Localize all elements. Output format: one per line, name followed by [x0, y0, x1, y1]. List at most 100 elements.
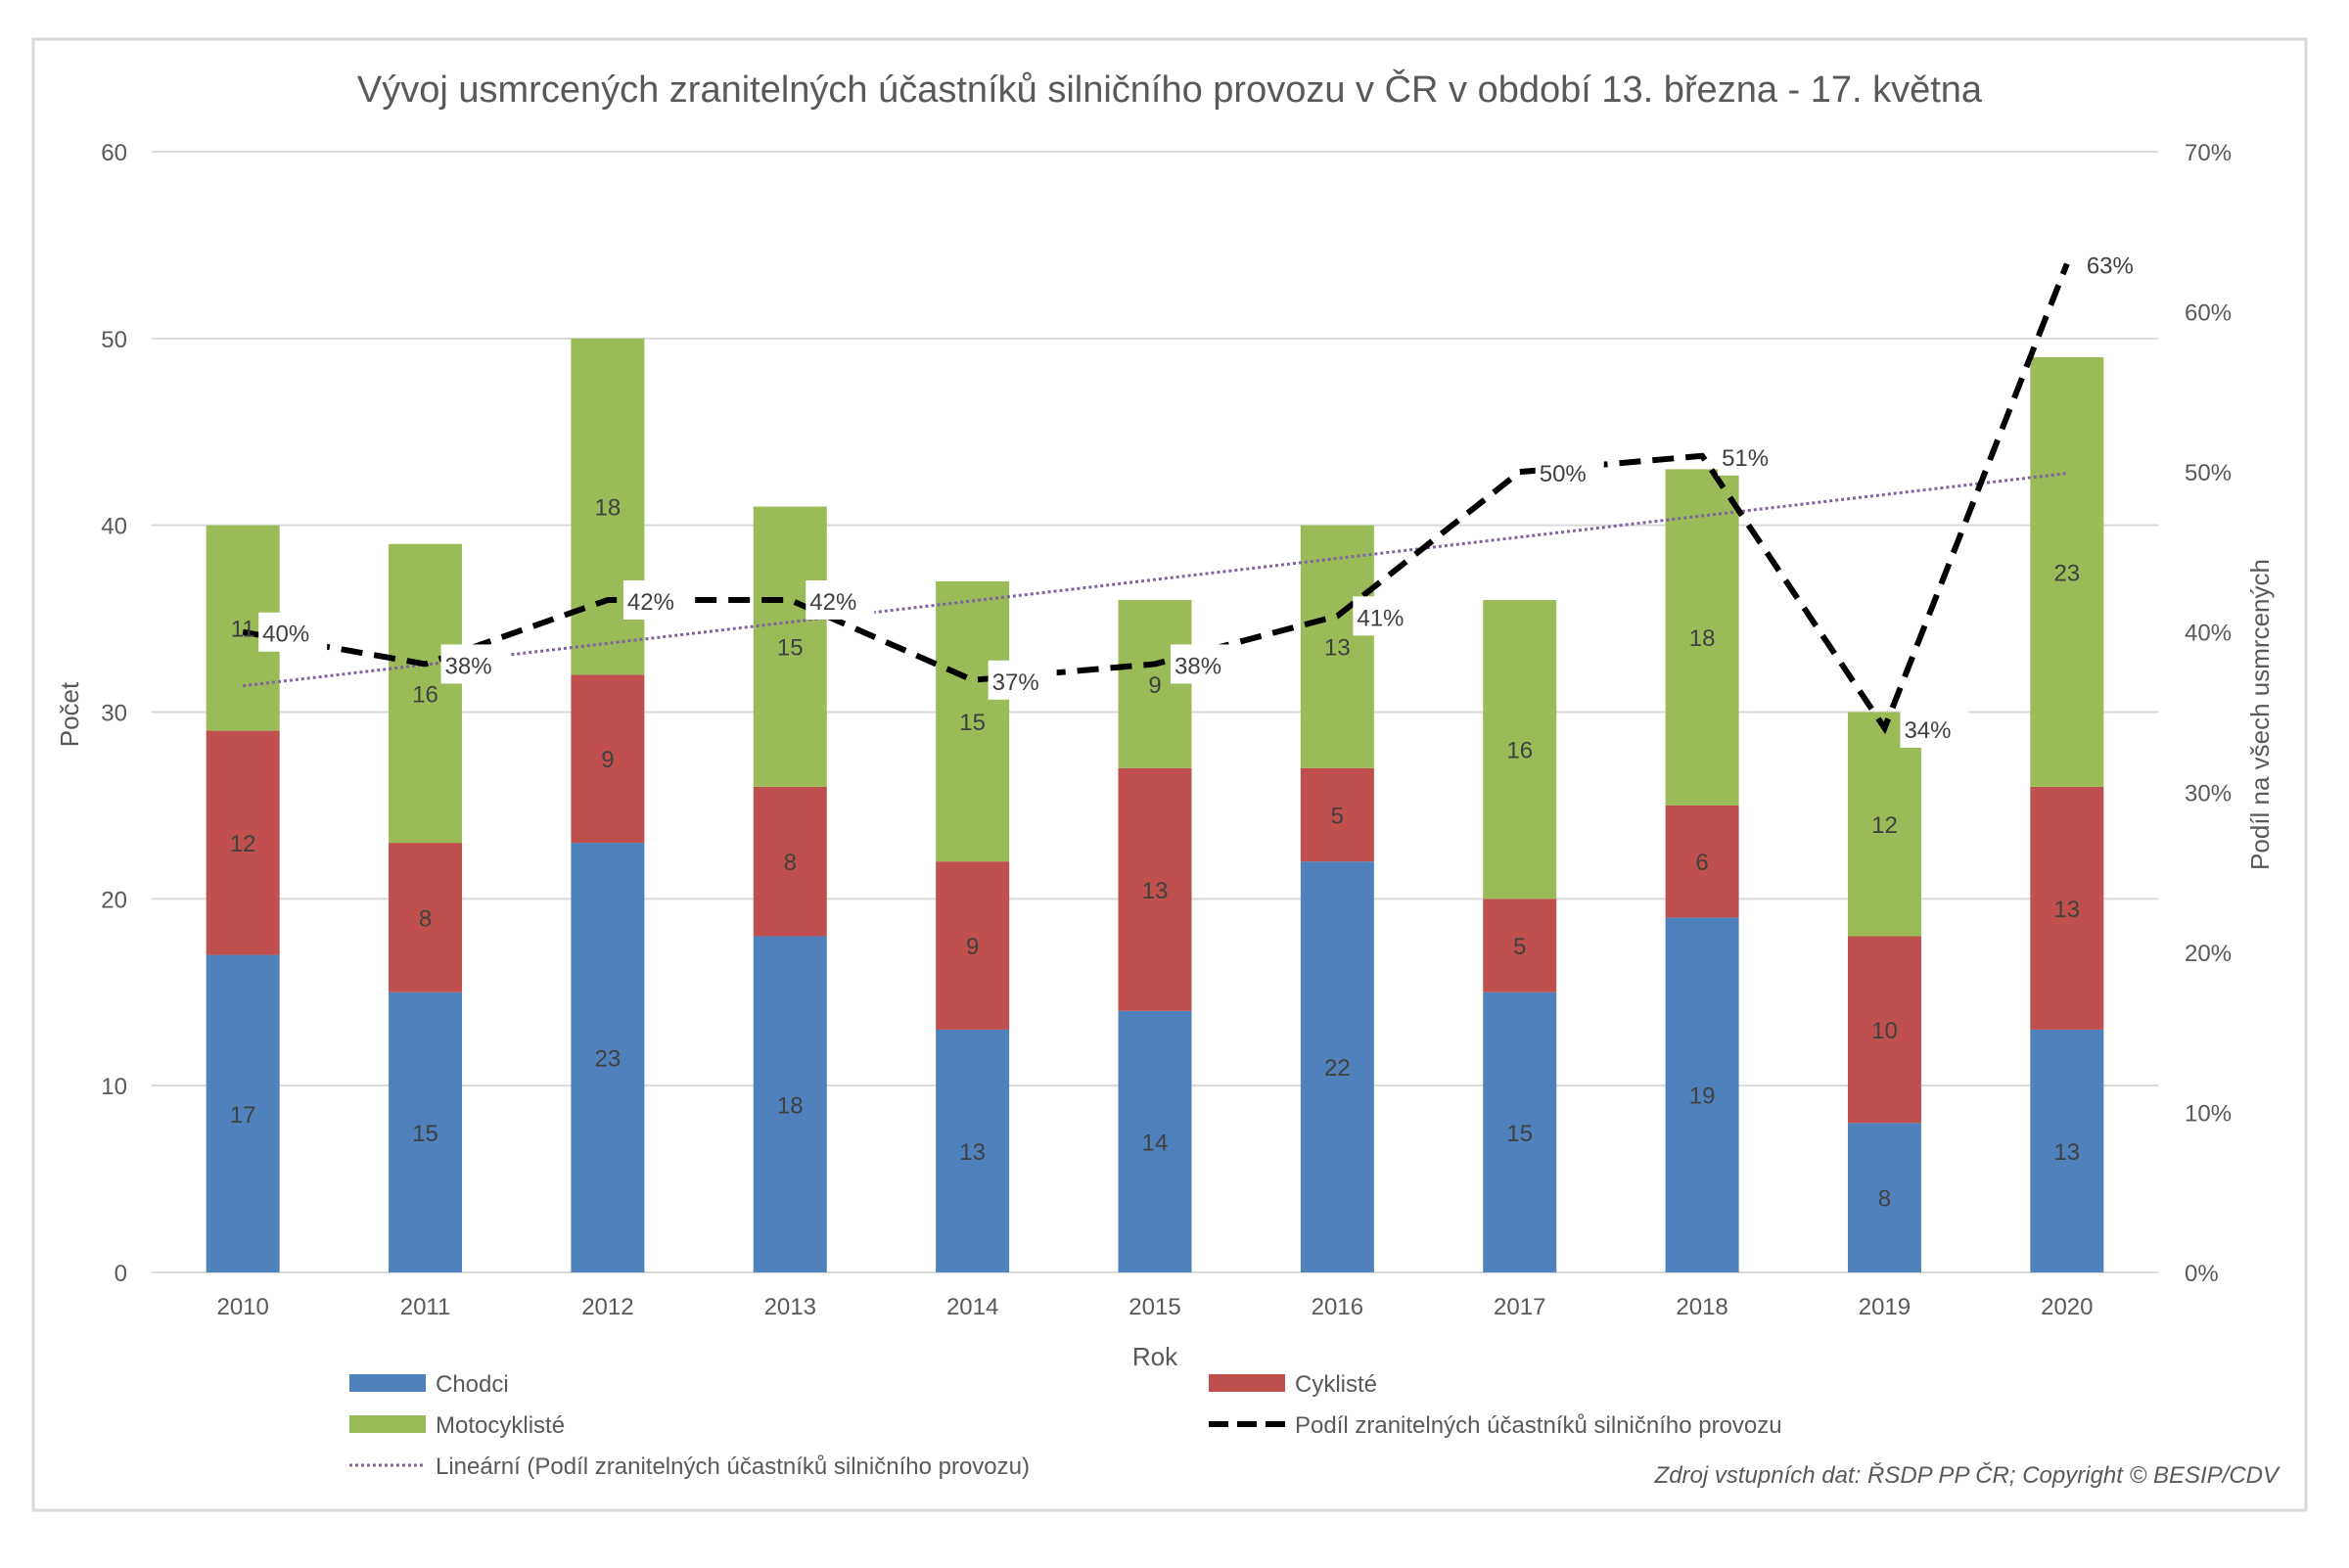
legend-swatch [1209, 1374, 1285, 1392]
legend-label: Chodci [436, 1371, 509, 1398]
x-tick-label: 2010 [216, 1294, 268, 1320]
line-label-bg [2082, 244, 2151, 284]
legend-label: Cyklisté [1295, 1371, 1377, 1398]
bar-data-label: 13 [1324, 635, 1351, 662]
bar-motocyklisté [1847, 712, 1921, 937]
line-data-label: 42% [627, 589, 674, 616]
bar-chodci [753, 936, 827, 1272]
bar-data-label: 10 [1871, 1018, 1898, 1044]
legend-swatch [349, 1415, 426, 1433]
bar-data-label: 8 [1878, 1186, 1891, 1213]
legend-swatch [349, 1374, 426, 1392]
line-data-label: 37% [992, 669, 1039, 696]
bar-chodci [571, 843, 645, 1272]
y-axis-label: Počet [55, 681, 84, 747]
x-tick-label: 2015 [1128, 1294, 1180, 1320]
x-axis-label: Rok [1132, 1342, 1178, 1371]
line-data-label: 38% [445, 653, 492, 679]
bar-data-label: 22 [1324, 1055, 1351, 1082]
x-tick-label: 2014 [946, 1294, 998, 1320]
bar-data-label: 23 [2053, 560, 2080, 586]
bar-data-label: 13 [2053, 897, 2080, 923]
y-tick-label: 10 [101, 1074, 127, 1100]
y-tick-label: 30 [101, 701, 127, 727]
bar-data-label: 13 [959, 1139, 986, 1166]
bar-motocyklisté [1300, 525, 1374, 768]
y2-tick-label: 70% [2185, 140, 2232, 166]
x-tick-label: 2017 [1494, 1294, 1545, 1320]
x-tick-label: 2019 [1859, 1294, 1911, 1320]
bar-chodci [389, 992, 463, 1272]
bar-data-label: 17 [230, 1102, 256, 1129]
bar-data-label: 15 [412, 1121, 438, 1147]
bar-motocyklisté [936, 580, 1010, 862]
legend-label: Motocyklisté [436, 1412, 565, 1439]
x-tick-label: 2011 [400, 1294, 451, 1320]
bar-data-label: 18 [1689, 625, 1716, 652]
line-label-bg [1900, 708, 1969, 748]
bar-data-label: 5 [1513, 934, 1526, 960]
line-data-label: 40% [262, 622, 309, 648]
bar-data-label: 11 [231, 617, 255, 643]
line-data-label: 38% [1174, 653, 1221, 679]
bar-cyklisté [389, 843, 463, 992]
y2-tick-label: 50% [2185, 460, 2232, 486]
bar-cyklisté [936, 861, 1010, 1030]
line-label-bg [258, 612, 328, 652]
bar-data-label: 5 [1331, 803, 1344, 829]
bar-data-label: 12 [1871, 812, 1898, 839]
line-data-label: 42% [809, 589, 856, 616]
bar-data-label: 9 [601, 747, 614, 773]
line-label-bg [1353, 596, 1422, 636]
bar-cyklisté [753, 786, 827, 937]
line-label-bg [1535, 452, 1604, 492]
bar-data-label: 14 [1142, 1130, 1169, 1156]
bar-data-label: 9 [1148, 672, 1161, 699]
bar-chodci [1483, 992, 1557, 1272]
bar-data-label: 18 [595, 495, 622, 522]
chart-title: Vývoj usmrcených zranitelných účastníků … [357, 68, 1983, 111]
line-data-label: 50% [1540, 461, 1587, 487]
bar-chodci [936, 1029, 1010, 1272]
bar-data-label: 8 [419, 905, 432, 932]
trendline [243, 472, 2067, 688]
y2-axis-label: Podíl na všech usmrcených [2245, 559, 2275, 870]
legend-label: Podíl zranitelných účastníků silničního … [1295, 1412, 1782, 1439]
bar-chodci [206, 954, 280, 1272]
bar-data-label: 16 [412, 681, 438, 708]
line-label-bg [988, 660, 1057, 700]
bar-data-label: 19 [1689, 1084, 1716, 1110]
line-label-bg [440, 644, 510, 684]
x-tick-label: 2018 [1676, 1294, 1727, 1320]
bar-data-label: 23 [595, 1046, 622, 1073]
x-tick-label: 2013 [764, 1294, 816, 1320]
bar-motocyklisté [2030, 356, 2104, 787]
bar-motocyklisté [1665, 469, 1739, 806]
line-label-bg [806, 580, 875, 620]
bar-data-label: 9 [966, 934, 979, 960]
bar-chodci [1300, 861, 1374, 1272]
bar-motocyklisté [1483, 600, 1557, 899]
bar-cyklisté [1665, 805, 1739, 918]
bar-cyklisté [1847, 936, 1921, 1124]
line-label-bg [1171, 644, 1239, 684]
y-tick-label: 40 [101, 514, 127, 540]
bar-data-label: 16 [1506, 738, 1533, 764]
bar-data-label: 15 [959, 710, 986, 736]
share-line [242, 262, 2070, 735]
bar-cyklisté [206, 730, 280, 955]
bar-chodci [1847, 1123, 1921, 1272]
bar-motocyklisté [389, 543, 463, 844]
bar-cyklisté [1300, 767, 1374, 862]
bar-data-label: 15 [777, 635, 804, 662]
bar-data-label: 18 [777, 1092, 804, 1119]
source-note: Zdroj vstupních dat: ŘSDP PP ČR; Copyrig… [1654, 1461, 2280, 1489]
y2-tick-label: 20% [2185, 941, 2232, 967]
legend-label: Lineární (Podíl zranitelných účastníků s… [436, 1453, 1030, 1480]
bar-motocyklisté [1118, 600, 1192, 768]
y-tick-label: 50 [101, 327, 127, 353]
y2-tick-label: 0% [2185, 1261, 2219, 1287]
x-tick-label: 2012 [581, 1294, 633, 1320]
x-tick-label: 2020 [2041, 1294, 2093, 1320]
bar-chodci [2030, 1029, 2104, 1272]
